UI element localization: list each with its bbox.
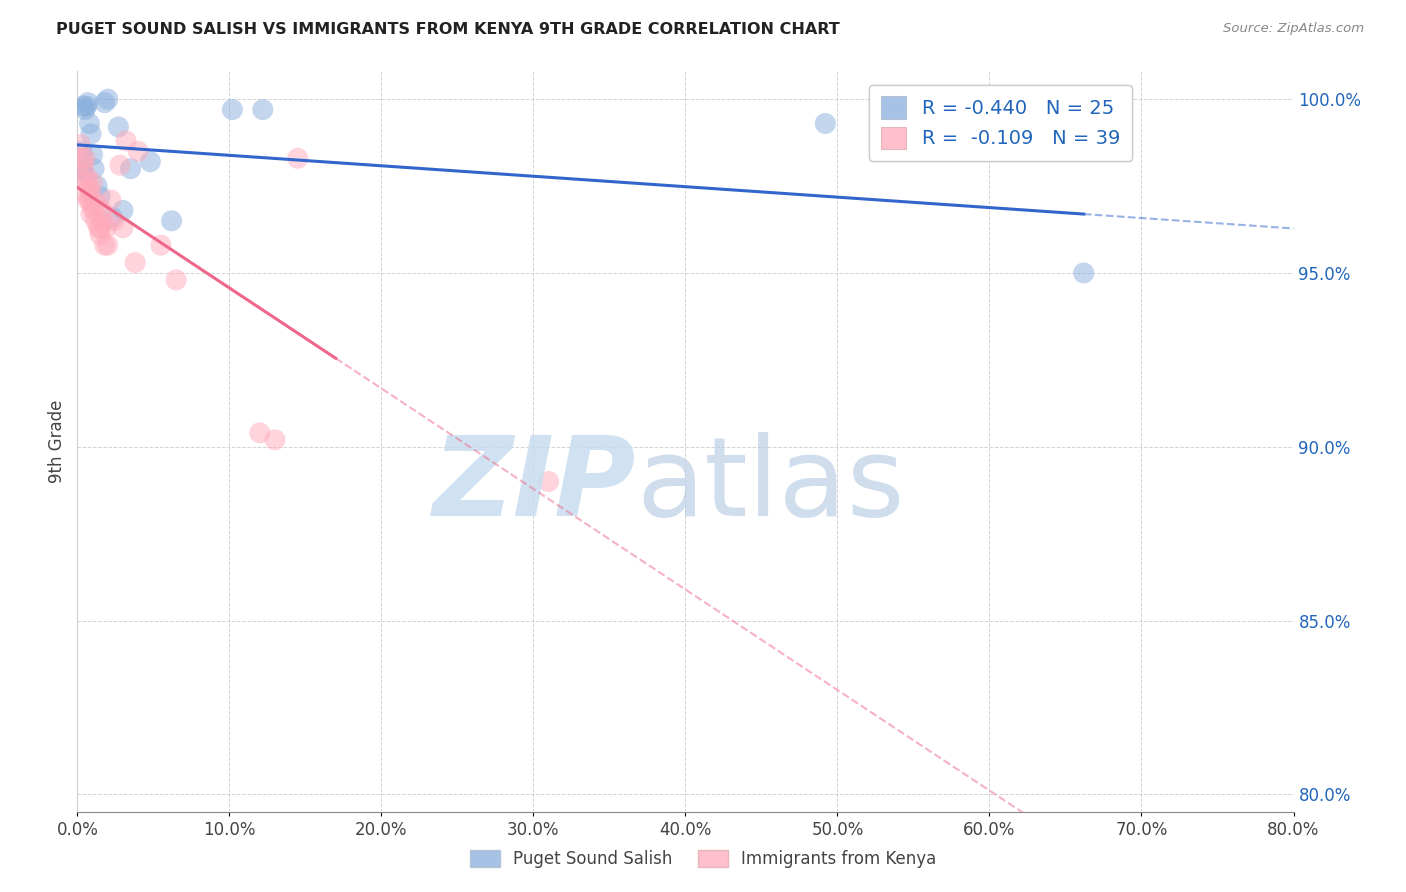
Point [264, 433, 287, 447]
Point [82, 176, 104, 190]
Point [75, 99, 97, 113]
Point [87, 220, 110, 235]
Point [93, 95, 115, 110]
Point [124, 255, 146, 269]
Point [91, 214, 114, 228]
Point [73, 151, 96, 165]
Text: ZIP: ZIP [433, 433, 637, 540]
Point [89, 189, 111, 203]
Point [221, 103, 243, 117]
Point [86, 196, 108, 211]
Point [89, 220, 111, 235]
Point [70, 145, 93, 159]
Point [73, 186, 96, 200]
Point [73, 103, 96, 117]
Point [69, 137, 91, 152]
Text: PUGET SOUND SALISH VS IMMIGRANTS FROM KENYA 9TH GRADE CORRELATION CHART: PUGET SOUND SALISH VS IMMIGRANTS FROM KE… [56, 22, 839, 37]
Point [1073, 266, 1095, 280]
Point [67, 169, 90, 183]
Point [97, 92, 120, 106]
Point [83, 203, 105, 218]
Point [80, 127, 103, 141]
Point [160, 214, 183, 228]
Point [77, 193, 100, 207]
Point [72, 99, 94, 113]
Point [111, 220, 134, 235]
Point [814, 116, 837, 130]
Point [82, 148, 104, 162]
Point [72, 165, 94, 179]
Point [287, 151, 309, 165]
Text: Source: ZipAtlas.com: Source: ZipAtlas.com [1223, 22, 1364, 36]
Point [69, 161, 91, 176]
Point [77, 95, 100, 110]
Point [72, 158, 94, 172]
Point [96, 220, 118, 235]
Legend: R = -0.440   N = 25, R =  -0.109   N = 39: R = -0.440 N = 25, R = -0.109 N = 39 [869, 85, 1132, 161]
Point [80, 186, 103, 200]
Point [108, 158, 131, 172]
Point [89, 227, 111, 242]
Point [83, 161, 105, 176]
Point [115, 134, 138, 148]
Point [107, 120, 129, 134]
Point [84, 214, 107, 228]
Point [100, 193, 122, 207]
Point [127, 145, 149, 159]
Point [120, 161, 142, 176]
Point [75, 169, 97, 183]
Point [82, 200, 104, 214]
Point [97, 238, 120, 252]
Point [139, 154, 162, 169]
Point [149, 238, 172, 252]
Point [93, 238, 115, 252]
Point [165, 273, 187, 287]
Point [537, 475, 560, 489]
Point [79, 116, 101, 130]
Point [86, 179, 108, 194]
Point [103, 214, 125, 228]
Y-axis label: 9th Grade: 9th Grade [48, 400, 66, 483]
Point [249, 425, 271, 440]
Point [79, 182, 101, 196]
Point [70, 151, 93, 165]
Point [80, 207, 103, 221]
Point [90, 203, 112, 218]
Text: atlas: atlas [637, 433, 905, 540]
Point [111, 203, 134, 218]
Point [101, 211, 124, 225]
Point [252, 103, 274, 117]
Point [79, 193, 101, 207]
Legend: Puget Sound Salish, Immigrants from Kenya: Puget Sound Salish, Immigrants from Keny… [463, 843, 943, 875]
Point [77, 176, 100, 190]
